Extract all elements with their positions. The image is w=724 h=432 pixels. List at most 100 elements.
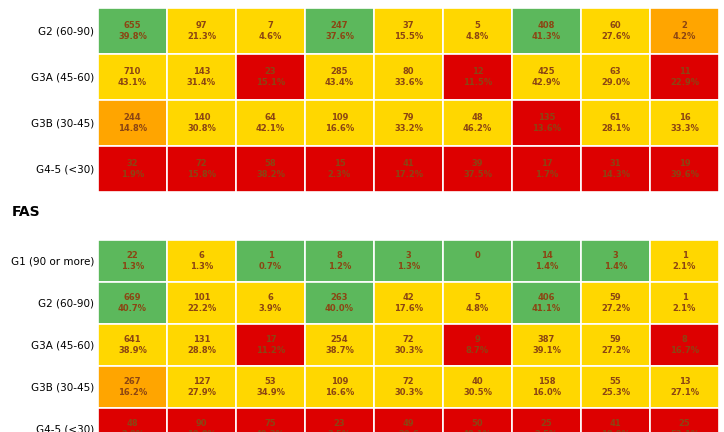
Bar (650, 408, 719, 432)
Text: 22
1.3%: 22 1.3% (121, 251, 144, 271)
Text: 1
2.1%: 1 2.1% (673, 293, 696, 313)
Bar (236, 282, 305, 324)
Bar (650, 366, 719, 408)
Text: 14
1.4%: 14 1.4% (535, 251, 558, 271)
Text: 244
14.8%: 244 14.8% (118, 113, 147, 133)
Text: 12
11.5%: 12 11.5% (463, 67, 492, 87)
Bar (512, 54, 581, 100)
Text: 72
30.3%: 72 30.3% (394, 335, 423, 355)
Text: 263
40.0%: 263 40.0% (325, 293, 354, 313)
Text: 2
4.2%: 2 4.2% (673, 21, 696, 41)
Bar (650, 240, 719, 282)
Text: G1 (90 or more): G1 (90 or more) (11, 256, 94, 266)
Bar (374, 146, 443, 192)
Text: 9
8.7%: 9 8.7% (466, 335, 489, 355)
Bar (512, 146, 581, 192)
Bar (167, 54, 236, 100)
Bar (236, 324, 305, 366)
Bar (581, 408, 650, 432)
Text: 90
19.8%: 90 19.8% (187, 419, 216, 432)
Text: 48
46.2%: 48 46.2% (463, 113, 492, 133)
Text: 17
1.7%: 17 1.7% (535, 159, 558, 179)
Text: 1
0.7%: 1 0.7% (259, 251, 282, 271)
Bar (167, 408, 236, 432)
Text: 6
1.3%: 6 1.3% (190, 251, 213, 271)
Bar (443, 408, 512, 432)
Text: 53
34.9%: 53 34.9% (256, 377, 285, 397)
Text: 8
16.7%: 8 16.7% (670, 335, 699, 355)
Bar (650, 324, 719, 366)
Text: 11
22.9%: 11 22.9% (670, 67, 699, 87)
Text: 75
49.3%: 75 49.3% (256, 419, 285, 432)
Text: 50
48.1%: 50 48.1% (463, 419, 492, 432)
Text: 59
27.2%: 59 27.2% (601, 335, 630, 355)
Text: 140
30.8%: 140 30.8% (187, 113, 216, 133)
Bar (374, 240, 443, 282)
Text: 158
16.0%: 158 16.0% (532, 377, 561, 397)
Text: G3B (30-45): G3B (30-45) (30, 118, 94, 128)
Bar (167, 324, 236, 366)
Bar (98, 408, 167, 432)
Bar (167, 366, 236, 408)
Text: 13
27.1%: 13 27.1% (670, 377, 699, 397)
Bar (98, 100, 167, 146)
Text: 72
15.8%: 72 15.8% (187, 159, 216, 179)
Text: 63
29.0%: 63 29.0% (601, 67, 630, 87)
Bar (443, 100, 512, 146)
Bar (305, 366, 374, 408)
Text: 131
28.8%: 131 28.8% (187, 335, 216, 355)
Bar (512, 100, 581, 146)
Text: 1
2.1%: 1 2.1% (673, 251, 696, 271)
Text: FAS: FAS (12, 205, 41, 219)
Bar (236, 54, 305, 100)
Text: 16
33.3%: 16 33.3% (670, 113, 699, 133)
Text: 5
4.8%: 5 4.8% (466, 293, 489, 313)
Text: 3
1.3%: 3 1.3% (397, 251, 420, 271)
Text: 31
14.3%: 31 14.3% (601, 159, 630, 179)
Bar (305, 8, 374, 54)
Text: 15
2.3%: 15 2.3% (328, 159, 351, 179)
Bar (98, 324, 167, 366)
Text: 55
25.3%: 55 25.3% (601, 377, 630, 397)
Text: 72
30.3%: 72 30.3% (394, 377, 423, 397)
Bar (512, 282, 581, 324)
Bar (581, 240, 650, 282)
Text: 41
17.2%: 41 17.2% (394, 159, 423, 179)
Text: 25
2.5%: 25 2.5% (535, 419, 558, 432)
Text: 64
42.1%: 64 42.1% (256, 113, 285, 133)
Bar (236, 240, 305, 282)
Bar (650, 100, 719, 146)
Bar (305, 100, 374, 146)
Bar (443, 240, 512, 282)
Text: 406
41.1%: 406 41.1% (532, 293, 561, 313)
Text: 247
37.6%: 247 37.6% (325, 21, 354, 41)
Text: 48
2.9%: 48 2.9% (121, 419, 144, 432)
Text: 8
1.2%: 8 1.2% (328, 251, 351, 271)
Text: 6
3.9%: 6 3.9% (259, 293, 282, 313)
Bar (98, 8, 167, 54)
Text: 254
38.7%: 254 38.7% (325, 335, 354, 355)
Bar (167, 8, 236, 54)
Bar (236, 100, 305, 146)
Bar (305, 54, 374, 100)
Text: 143
31.4%: 143 31.4% (187, 67, 216, 87)
Bar (650, 54, 719, 100)
Bar (650, 282, 719, 324)
Text: G3B (30-45): G3B (30-45) (30, 382, 94, 392)
Text: 23
15.1%: 23 15.1% (256, 67, 285, 87)
Text: G4-5 (<30): G4-5 (<30) (35, 164, 94, 174)
Bar (374, 8, 443, 54)
Bar (512, 408, 581, 432)
Bar (443, 54, 512, 100)
Text: 0: 0 (475, 251, 481, 271)
Bar (236, 366, 305, 408)
Text: 32
1.9%: 32 1.9% (121, 159, 144, 179)
Bar (443, 282, 512, 324)
Text: 408
41.3%: 408 41.3% (532, 21, 561, 41)
Bar (167, 282, 236, 324)
Text: 3
1.4%: 3 1.4% (604, 251, 627, 271)
Bar (443, 366, 512, 408)
Text: G4-5 (<30): G4-5 (<30) (35, 424, 94, 432)
Bar (305, 324, 374, 366)
Bar (305, 282, 374, 324)
